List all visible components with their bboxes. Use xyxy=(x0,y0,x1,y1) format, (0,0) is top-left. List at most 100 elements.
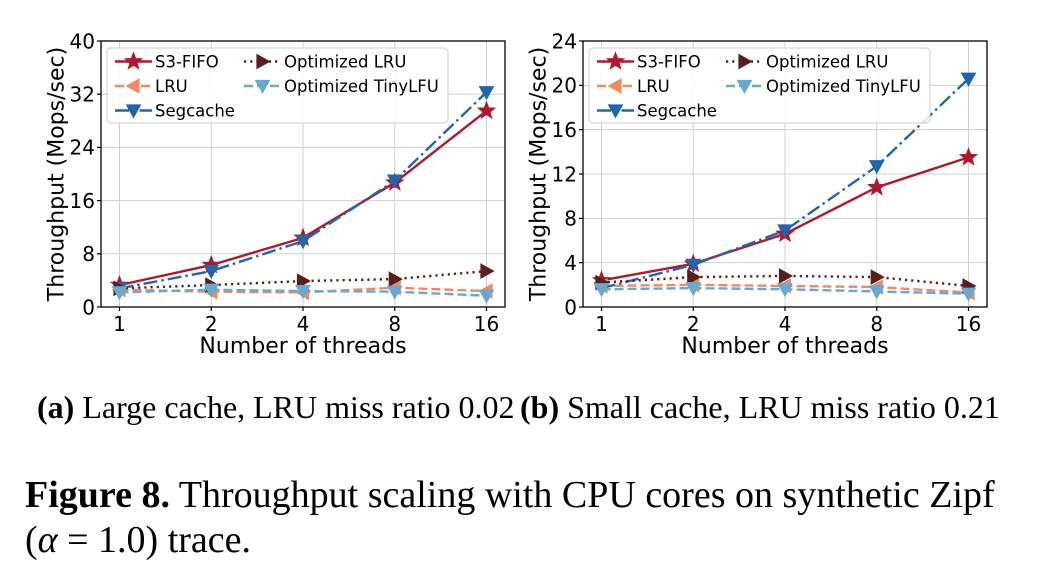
legend-entry-optimized-tinylfu: Optimized TinyLFU xyxy=(726,77,921,96)
data-point-optimized-lru xyxy=(687,269,702,285)
legend-marker xyxy=(607,104,624,119)
data-point-optimized-tinylfu xyxy=(111,286,128,301)
data-point-segcache xyxy=(478,86,495,101)
legend-marker xyxy=(125,104,142,119)
panel-label-b: (b) xyxy=(520,389,560,425)
x-tick-label: 4 xyxy=(297,312,310,336)
series-line-segcache xyxy=(601,77,970,290)
data-point-s3-fifo xyxy=(958,147,979,166)
data-point-optimized-lru xyxy=(870,269,885,285)
x-axis-label: Number of threads xyxy=(681,334,888,359)
legend-entry-optimized-lru: Optimized LRU xyxy=(726,53,888,72)
figure-caption: Figure 8. Throughput scaling with CPU co… xyxy=(25,473,995,563)
legend-entry-optimized-lru: Optimized LRU xyxy=(244,53,406,72)
data-point-s3-fifo xyxy=(867,177,887,196)
x-tick-label: 16 xyxy=(956,312,981,336)
panel-label-a: (a) xyxy=(37,389,75,425)
data-point-optimized-tinylfu xyxy=(777,283,793,298)
y-tick-label: 0 xyxy=(82,295,95,319)
subcaption-text-a: Large cache, LRU miss ratio 0.02 xyxy=(82,389,515,425)
legend-marker xyxy=(254,79,271,95)
data-point-segcache xyxy=(868,160,885,175)
legend-label: S3-FIFO xyxy=(155,53,219,72)
caption-open-paren: ( xyxy=(25,519,38,561)
y-axis-label: Throughput (Mops/sec) xyxy=(45,47,70,302)
data-point-s3-fifo xyxy=(476,100,497,120)
legend-marker xyxy=(736,79,753,95)
legend-label: Segcache xyxy=(637,102,717,121)
caption-label: Figure 8. xyxy=(25,474,170,516)
legend-entry-s3-fifo: S3-FIFO xyxy=(597,51,701,72)
data-point-optimized-tinylfu xyxy=(295,284,311,300)
y-tick-label: 12 xyxy=(552,162,577,186)
caption-line-2: (α = 1.0) trace. xyxy=(25,518,995,563)
legend: S3-FIFO LRU Segcache Optimized LRU Optimized… xyxy=(588,47,931,124)
legend-label: LRU xyxy=(155,77,188,96)
legend-label: Optimized TinyLFU xyxy=(766,77,921,96)
data-point-optimized-tinylfu xyxy=(386,285,403,300)
legend-entry-segcache: Segcache xyxy=(597,102,717,121)
legend: S3-FIFO LRU Segcache Optimized LRU Optimized… xyxy=(106,47,449,124)
x-tick-label: 16 xyxy=(474,312,499,336)
x-tick-label: 8 xyxy=(388,312,401,336)
y-tick-label: 32 xyxy=(70,83,95,107)
data-point-optimized-tinylfu xyxy=(685,282,702,297)
y-tick-label: 40 xyxy=(70,29,95,53)
x-tick-label: 1 xyxy=(113,312,126,336)
subcaption-a: (a) Large cache, LRU miss ratio 0.02 xyxy=(37,391,514,423)
data-point-optimized-tinylfu xyxy=(593,283,610,298)
legend-entry-lru: LRU xyxy=(115,77,188,96)
caption-line-1: Figure 8. Throughput scaling with CPU co… xyxy=(25,473,995,518)
legend-marker xyxy=(738,53,753,70)
series-optimized-tinylfu xyxy=(111,283,495,304)
y-tick-label: 4 xyxy=(564,251,577,275)
legend-entry-optimized-tinylfu: Optimized TinyLFU xyxy=(244,77,439,96)
x-tick-label: 8 xyxy=(870,312,883,336)
legend-marker xyxy=(256,53,271,70)
y-tick-label: 8 xyxy=(82,242,95,266)
legend-entry-s3-fifo: S3-FIFO xyxy=(115,51,219,72)
data-point-segcache xyxy=(777,224,793,239)
data-point-segcache xyxy=(685,258,702,273)
data-point-segcache xyxy=(203,264,220,280)
y-tick-label: 8 xyxy=(564,207,577,231)
legend-label: Optimized TinyLFU xyxy=(284,77,439,96)
data-point-segcache xyxy=(960,72,977,87)
data-point-optimized-lru xyxy=(480,263,495,279)
legend-entry-lru: LRU xyxy=(597,77,670,96)
y-tick-label: 24 xyxy=(552,29,577,53)
x-axis-label: Number of threads xyxy=(199,334,406,359)
x-tick-label: 2 xyxy=(205,312,218,336)
y-tick-label: 0 xyxy=(564,295,577,319)
subcaption-text-b: Small cache, LRU miss ratio 0.21 xyxy=(567,389,1000,425)
legend-label: Segcache xyxy=(155,102,235,121)
data-point-segcache xyxy=(386,174,403,189)
y-tick-label: 16 xyxy=(552,118,577,142)
legend-label: S3-FIFO xyxy=(637,53,701,72)
series-optimized-tinylfu xyxy=(593,282,977,302)
legend-label: Optimized LRU xyxy=(766,53,888,72)
legend-marker xyxy=(607,78,622,94)
x-tick-label: 2 xyxy=(687,312,700,336)
legend-entry-segcache: Segcache xyxy=(115,102,235,121)
data-point-optimized-lru xyxy=(296,273,312,289)
legend-label: Optimized LRU xyxy=(284,53,406,72)
y-tick-label: 20 xyxy=(552,74,577,98)
y-tick-label: 24 xyxy=(70,136,95,160)
series-segcache xyxy=(593,72,977,297)
legend-marker xyxy=(125,78,140,94)
y-axis-label: Throughput (Mops/sec) xyxy=(527,47,552,302)
y-tick-label: 16 xyxy=(70,189,95,213)
legend-marker xyxy=(123,51,144,70)
data-point-optimized-tinylfu xyxy=(478,289,495,304)
x-tick-label: 4 xyxy=(779,312,792,336)
subcaption-b: (b) Small cache, LRU miss ratio 0.21 xyxy=(520,391,1000,423)
legend-label: LRU xyxy=(637,77,670,96)
caption-text-rest: = 1.0) trace. xyxy=(67,519,252,561)
data-point-optimized-tinylfu xyxy=(960,287,977,302)
data-point-optimized-lru xyxy=(388,271,403,287)
